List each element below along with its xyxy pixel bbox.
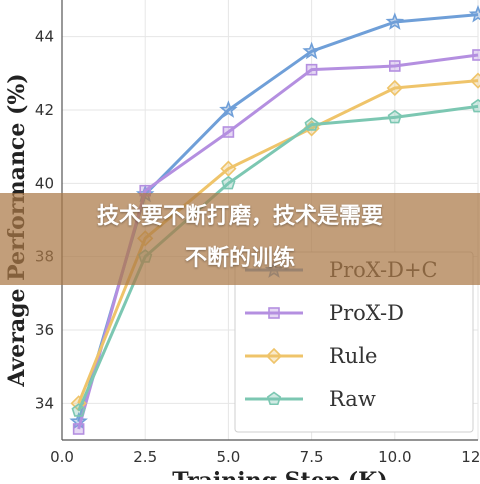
data-point xyxy=(219,100,238,118)
legend-marker xyxy=(266,391,282,406)
data-point xyxy=(304,117,319,131)
y-tick-label: 34 xyxy=(35,394,54,412)
x-tick-label: 5.0 xyxy=(216,448,240,466)
y-tick-label: 42 xyxy=(35,101,54,119)
x-tick-label: 2.5 xyxy=(133,448,157,466)
x-tick-label: 12.5 xyxy=(461,448,480,466)
legend-marker xyxy=(268,307,280,319)
data-point xyxy=(468,4,480,23)
y-tick-label: 40 xyxy=(35,174,54,192)
x-axis-title: Training Step (K) xyxy=(172,468,387,480)
data-point xyxy=(386,79,403,97)
data-point xyxy=(72,423,85,435)
caption-line-2: 不断的训练 xyxy=(184,246,295,271)
y-tick-label: 36 xyxy=(35,321,54,339)
data-point xyxy=(220,160,237,177)
data-point xyxy=(385,12,405,30)
caption-banner xyxy=(0,193,480,285)
axes-layer: 3436384042440.02.55.07.510.012.5 xyxy=(35,0,480,466)
x-tick-label: 7.5 xyxy=(300,448,324,466)
data-point xyxy=(387,109,402,124)
data-point xyxy=(305,63,318,76)
legend-label: ProX-D xyxy=(329,301,404,325)
legend-label: Raw xyxy=(329,387,376,411)
data-point xyxy=(470,98,480,113)
caption-line-1: 技术要不断打磨，技术是需要 xyxy=(96,204,383,229)
data-point xyxy=(472,49,480,61)
data-point xyxy=(221,175,236,190)
legend-label: Rule xyxy=(329,344,377,368)
data-point xyxy=(469,72,480,89)
data-point xyxy=(71,403,86,417)
y-tick-label: 44 xyxy=(35,28,54,46)
x-tick-label: 10.0 xyxy=(378,448,411,466)
data-point xyxy=(222,126,235,138)
data-point xyxy=(302,41,321,60)
data-point xyxy=(388,60,401,72)
x-tick-label: 0.0 xyxy=(50,448,74,466)
legend-marker xyxy=(265,347,283,365)
